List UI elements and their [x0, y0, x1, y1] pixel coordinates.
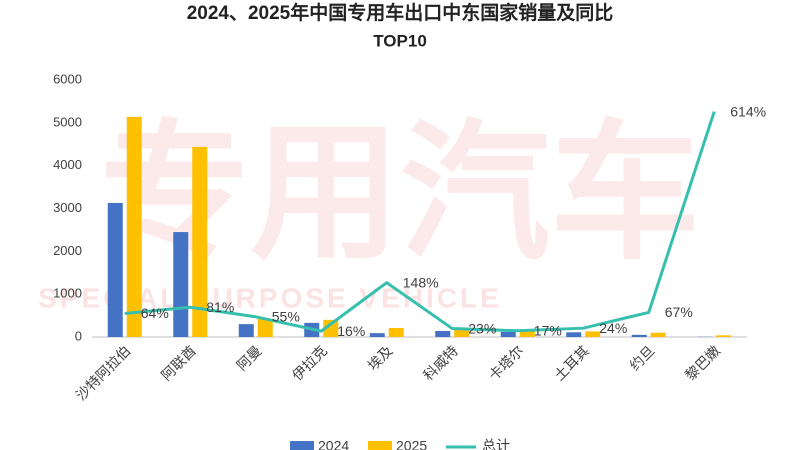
data-label: 67%	[665, 304, 693, 320]
bar	[454, 329, 470, 337]
legend-swatch	[368, 441, 392, 450]
watermark: 专用汽车	[100, 109, 700, 277]
y-tick-label: 4000	[53, 157, 82, 172]
x-tick-label: 土耳其	[551, 342, 592, 383]
data-label: 23%	[468, 320, 496, 336]
bar	[369, 333, 385, 337]
bar	[107, 202, 123, 337]
x-tick-label: 卡塔尔	[485, 342, 526, 383]
bar	[716, 335, 732, 337]
legend-swatch	[290, 441, 314, 450]
y-tick-label: 2000	[53, 243, 82, 258]
x-tick-label: 阿曼	[233, 342, 264, 373]
x-tick-label: 阿联酋	[158, 342, 199, 383]
chart-title: 2024、2025年中国专用车出口中东国家销量及同比	[187, 1, 614, 24]
y-tick-label: 6000	[53, 71, 82, 86]
bar	[323, 319, 339, 337]
chart-subtitle: TOP10	[373, 31, 427, 50]
bar	[435, 331, 451, 337]
x-tick-label: 沙特阿拉伯	[73, 342, 134, 403]
bar	[631, 334, 647, 337]
data-label: 55%	[272, 309, 300, 325]
legend-label: 2024	[318, 438, 349, 450]
bar	[238, 324, 254, 337]
x-tick-label: 黎巴嫩	[682, 342, 723, 383]
data-label: 17%	[534, 322, 562, 338]
bar	[126, 116, 142, 337]
data-label: 81%	[206, 299, 234, 315]
bar	[585, 331, 601, 337]
y-tick-label: 3000	[53, 200, 82, 215]
x-tick-label: 科威特	[420, 342, 461, 383]
data-label: 148%	[403, 274, 439, 290]
bar	[650, 332, 666, 337]
y-tick-label: 1000	[53, 286, 82, 301]
data-label: 24%	[599, 320, 627, 336]
bar	[257, 319, 273, 337]
bar	[519, 331, 535, 337]
data-label: 16%	[337, 323, 365, 339]
legend-label: 总计	[482, 438, 510, 450]
bar	[566, 332, 582, 337]
bar	[192, 146, 208, 337]
y-tick-label: 0	[75, 328, 82, 343]
bar	[388, 328, 404, 337]
data-label: 614%	[730, 103, 766, 119]
y-tick-label: 5000	[53, 114, 82, 129]
bar	[173, 232, 189, 337]
bar	[500, 331, 516, 337]
x-tick-label: 约旦	[626, 342, 657, 373]
legend-label: 2025	[396, 438, 427, 450]
x-tick-label: 伊拉克	[289, 342, 330, 383]
x-tick-label: 埃及	[364, 342, 395, 373]
line	[124, 111, 716, 333]
data-label: 64%	[141, 305, 169, 321]
